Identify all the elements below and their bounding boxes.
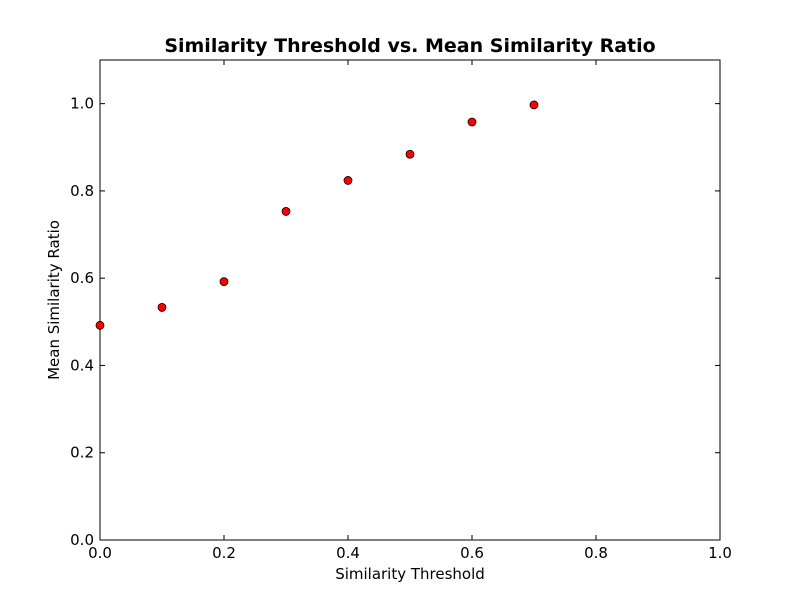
data-point	[95, 320, 105, 330]
y-axis: 0.0 0.2 0.4 0.6 0.8 1.0	[70, 95, 720, 549]
data-point	[467, 117, 477, 127]
x-tick-label: 0.6	[460, 544, 484, 562]
y-tick-label: 0.6	[70, 269, 94, 287]
y-tick-label: 0.0	[70, 531, 94, 549]
data-point	[281, 207, 291, 216]
x-tick-label: 0.4	[336, 544, 360, 562]
x-tick-label: 0.0	[88, 544, 112, 562]
chart-title: Similarity Threshold vs. Mean Similarity…	[164, 35, 655, 57]
y-tick-label: 1.0	[70, 95, 94, 113]
x-axis-label: Similarity Threshold	[335, 565, 485, 583]
data-points	[95, 100, 539, 330]
data-point	[157, 303, 167, 312]
y-axis-label: Mean Similarity Ratio	[45, 220, 63, 380]
data-point	[219, 277, 229, 287]
y-tick-label: 0.2	[70, 444, 94, 462]
y-tick-label: 0.8	[70, 182, 94, 200]
data-point	[405, 149, 415, 159]
x-tick-label: 0.8	[584, 544, 608, 562]
x-axis: 0.0 0.2 0.4 0.6 0.8 1.0	[88, 60, 732, 562]
x-tick-label: 0.2	[212, 544, 236, 562]
data-point	[529, 100, 539, 110]
x-tick-label: 1.0	[708, 544, 732, 562]
data-point	[343, 176, 353, 185]
y-tick-label: 0.4	[70, 356, 94, 374]
plot-frame	[99, 59, 721, 541]
